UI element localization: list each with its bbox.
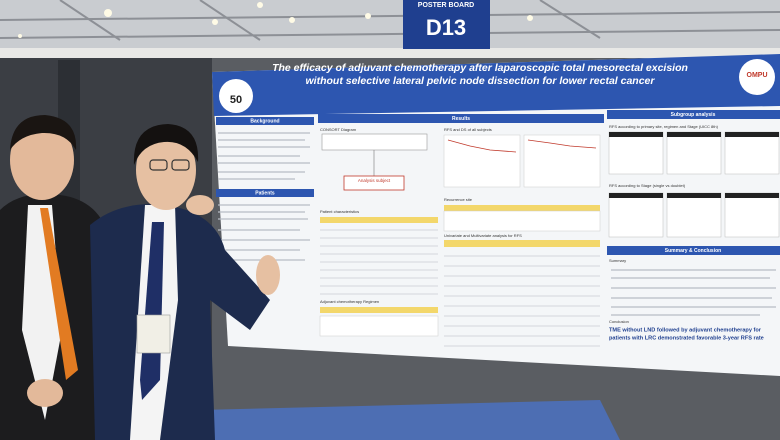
- carpet: [190, 400, 620, 440]
- text-lines: [611, 269, 776, 316]
- km-plot: [443, 134, 521, 188]
- sign-number: D13: [426, 15, 466, 40]
- subheading: RFS and DS of all subjects: [444, 127, 492, 132]
- subheading: RFS according to Stage (single vs double…: [609, 183, 686, 188]
- person-right: [90, 124, 280, 440]
- km-plot: [523, 134, 601, 188]
- logo: [739, 59, 775, 95]
- poster-header: [212, 54, 780, 116]
- section-bar: [607, 110, 780, 119]
- km-curve: [527, 139, 597, 149]
- ceiling: [0, 0, 780, 48]
- conclusion: patients with LRC demonstrated favorable…: [609, 335, 764, 341]
- abstract-number: 50: [230, 94, 242, 106]
- subheading: RFS according to primary site, regimen a…: [609, 124, 719, 129]
- table-rows: [320, 229, 438, 295]
- subheading: Adjuvant chemotherapy Regimen: [320, 299, 379, 304]
- section-bar: [216, 117, 314, 125]
- section-title: Background: [250, 118, 279, 124]
- poster-title: without selective lateral pelvic node di…: [306, 75, 656, 87]
- conclusion: TME without LND followed by adjuvant che…: [609, 327, 762, 333]
- flow-box: [343, 175, 405, 191]
- section-bar: [318, 114, 604, 123]
- abstract-badge: [219, 79, 253, 113]
- logo-text: OMPU: [747, 72, 768, 79]
- ceiling-truss: [0, 0, 780, 41]
- section-bar: [216, 189, 314, 197]
- section-bar: [607, 246, 780, 255]
- section-title: Patients: [255, 190, 275, 196]
- flow-box: [321, 133, 428, 151]
- table-rows: [444, 255, 600, 347]
- subgroup-plots: [608, 131, 780, 175]
- section-title: Results: [452, 116, 470, 122]
- sign-label: POSTER BOARD: [418, 2, 474, 9]
- table: [443, 210, 601, 232]
- subgroup-plots: [608, 192, 780, 238]
- ceiling-lights: [18, 2, 533, 38]
- person-left: [0, 115, 110, 440]
- subheading: Summary: [609, 258, 626, 263]
- wall-strip: [0, 48, 780, 58]
- table: [319, 315, 439, 337]
- section-title: Subgroup analysis: [671, 112, 716, 118]
- section-title: Summary & Conclusion: [665, 248, 721, 254]
- flow-label: Analysis subject: [358, 178, 391, 183]
- subheading: Univariate and Multivariate analysis for…: [444, 233, 522, 238]
- subheading: Patient characteristics: [320, 209, 359, 214]
- table-header: [320, 217, 438, 223]
- subheading: Recurrence site: [444, 197, 473, 202]
- subheading: CONSORT Diagram: [320, 127, 357, 132]
- table-header: [444, 205, 600, 211]
- poster-title: The efficacy of adjuvant chemotherapy af…: [272, 62, 688, 74]
- sign: [403, 0, 490, 49]
- table-header: [320, 307, 438, 313]
- table-header: [444, 240, 600, 247]
- subheading: Conclusion: [609, 319, 629, 324]
- km-curve: [447, 139, 517, 153]
